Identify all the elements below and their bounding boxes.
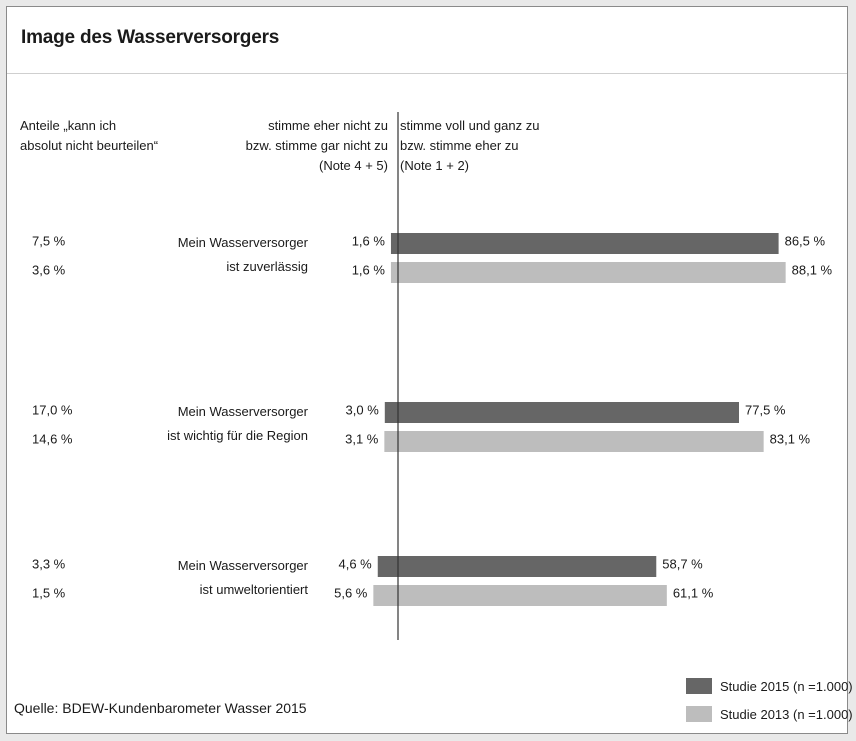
header-disagree: stimme eher nicht zu bzw. stimme gar nic… xyxy=(230,116,388,176)
cannot-judge-value-label: 17,0 % xyxy=(32,403,73,418)
header-agree-line: bzw. stimme eher zu xyxy=(400,138,519,153)
bar-agree xyxy=(398,431,764,452)
cannot-judge-value-label-bg xyxy=(28,400,80,420)
cannot-judge-value-label: 7,5 % xyxy=(32,234,66,249)
header-disagree-line: bzw. stimme gar nicht zu xyxy=(245,138,388,153)
legend-swatch-2015 xyxy=(686,678,712,694)
bar-agree xyxy=(398,402,739,423)
disagree-value-label-bg xyxy=(331,554,376,574)
header-agree: stimme voll und ganz zu bzw. stimme eher… xyxy=(400,116,539,176)
header-disagree-line: (Note 4 + 5) xyxy=(318,158,388,173)
chart-title: Image des Wasserversorgers xyxy=(21,27,280,48)
category-label: Mein Wasserversorger xyxy=(178,404,309,419)
cannot-judge-value-label: 1,5 % xyxy=(32,586,66,601)
disagree-value-label-bg xyxy=(338,429,383,449)
header-disagree-line: stimme eher nicht zu xyxy=(268,118,388,133)
agree-value-label-bg xyxy=(668,583,721,603)
bar-disagree xyxy=(390,262,398,283)
legend-item-2013: Studie 2013 (n =1.000) xyxy=(686,706,853,722)
agree-value-label-bg xyxy=(765,429,817,449)
agree-value-label: 88,1 % xyxy=(792,263,833,278)
category-label: ist zuverlässig xyxy=(226,259,308,274)
disagree-value-label: 3,0 % xyxy=(346,403,380,418)
bar-disagree xyxy=(384,402,398,423)
legend-item-2015: Studie 2015 (n =1.000) xyxy=(686,678,853,694)
cannot-judge-value-label-bg xyxy=(28,260,72,280)
category-label: Mein Wasserversorger xyxy=(178,558,309,573)
category-label: ist wichtig für die Region xyxy=(167,428,308,443)
disagree-value-label: 1,6 % xyxy=(352,263,386,278)
agree-value-label: 61,1 % xyxy=(673,586,714,601)
cannot-judge-value-label: 3,6 % xyxy=(32,263,66,278)
cannot-judge-value-label-bg xyxy=(28,231,72,251)
cannot-judge-value-label: 3,3 % xyxy=(32,557,66,572)
category-label: Mein Wasserversorger xyxy=(178,235,309,250)
bar-disagree xyxy=(377,556,398,577)
disagree-value-label-bg xyxy=(327,583,372,603)
source-note: Quelle: BDEW-Kundenbarometer Wasser 2015 xyxy=(14,700,307,716)
agree-value-label: 77,5 % xyxy=(745,403,786,418)
chart-frame: Image des Wasserversorgers xyxy=(6,6,848,734)
bar-disagree xyxy=(390,233,398,254)
legend-swatch-2013 xyxy=(686,706,712,722)
title-bar: Image des Wasserversorgers xyxy=(7,7,847,74)
agree-value-label-bg xyxy=(741,400,793,420)
bar-disagree xyxy=(384,431,398,452)
header-agree-line: stimme voll und ganz zu xyxy=(400,118,540,133)
disagree-value-label: 4,6 % xyxy=(339,557,373,572)
agree-value-label: 83,1 % xyxy=(770,432,811,447)
cannot-judge-value-label-bg xyxy=(28,554,72,574)
legend-label-2015: Studie 2015 (n =1.000) xyxy=(720,678,853,694)
category-label: ist umweltorientiert xyxy=(200,582,309,597)
bar-agree xyxy=(398,585,667,606)
disagree-value-label-bg xyxy=(338,400,383,420)
legend-label-2013: Studie 2013 (n =1.000) xyxy=(720,706,853,722)
disagree-value-label: 5,6 % xyxy=(334,586,368,601)
header-agree-line: (Note 1 + 2) xyxy=(400,158,470,173)
bar-agree xyxy=(398,233,779,254)
disagree-value-label: 1,6 % xyxy=(352,234,386,249)
header-cannot-judge: Anteile „kann ich absolut nicht beurteil… xyxy=(20,116,158,156)
header-cannot-judge-line: Anteile „kann ich xyxy=(20,118,117,133)
bar-agree xyxy=(398,262,786,283)
header-cannot-judge-line: absolut nicht beurteilen“ xyxy=(20,138,159,153)
cannot-judge-value-label-bg xyxy=(28,583,72,603)
agree-value-label: 86,5 % xyxy=(785,234,826,249)
disagree-value-label: 3,1 % xyxy=(345,432,379,447)
disagree-value-label-bg xyxy=(344,260,389,280)
agree-value-label-bg xyxy=(787,260,839,280)
agree-value-label-bg xyxy=(658,554,710,574)
agree-value-label-bg xyxy=(780,231,832,251)
bar-disagree xyxy=(373,585,398,606)
bar-agree xyxy=(398,556,657,577)
cannot-judge-value-label: 14,6 % xyxy=(32,432,73,447)
agree-value-label: 58,7 % xyxy=(662,557,703,572)
cannot-judge-value-label-bg xyxy=(28,429,80,449)
disagree-value-label-bg xyxy=(344,231,389,251)
